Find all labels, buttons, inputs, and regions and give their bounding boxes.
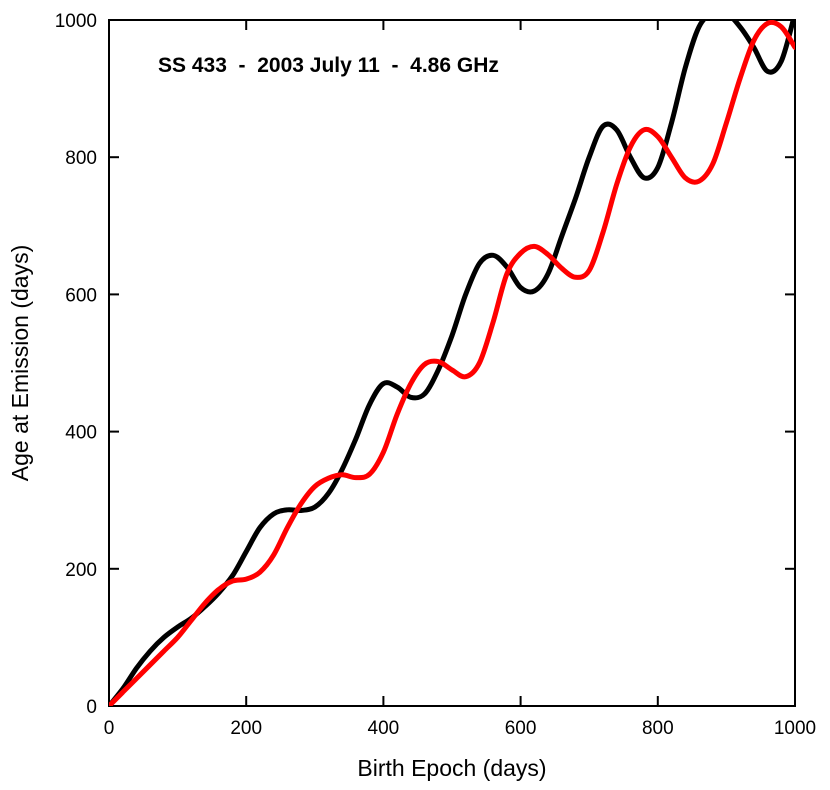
x-tick-label: 0 — [104, 718, 115, 739]
y-tick-label: 200 — [65, 560, 97, 581]
y-axis-label: Age at Emission (days) — [7, 245, 33, 481]
y-tick-label: 400 — [65, 423, 97, 444]
series-layer — [109, 20, 795, 706]
x-tick-label: 400 — [368, 718, 400, 739]
chart-title: SS 433 - 2003 July 11 - 4.86 GHz — [158, 54, 499, 77]
x-tick-label: 200 — [230, 718, 262, 739]
x-axis-label: Birth Epoch (days) — [357, 755, 546, 781]
x-tick-label: 600 — [505, 718, 537, 739]
x-tick-label: 1000 — [774, 718, 816, 739]
y-tick-label: 800 — [65, 148, 97, 169]
y-tick-label: 600 — [65, 285, 97, 306]
y-tick-label: 1000 — [55, 11, 97, 32]
tick-labels: 0 200 400 600 800 1000 0 200 400 600 800 1000 — [55, 11, 816, 739]
red-series-line — [109, 20, 795, 706]
y-tick-label: 0 — [86, 697, 97, 718]
black-series-line — [109, 20, 795, 706]
x-tick-label: 800 — [642, 718, 674, 739]
plot-frame — [108, 19, 796, 707]
